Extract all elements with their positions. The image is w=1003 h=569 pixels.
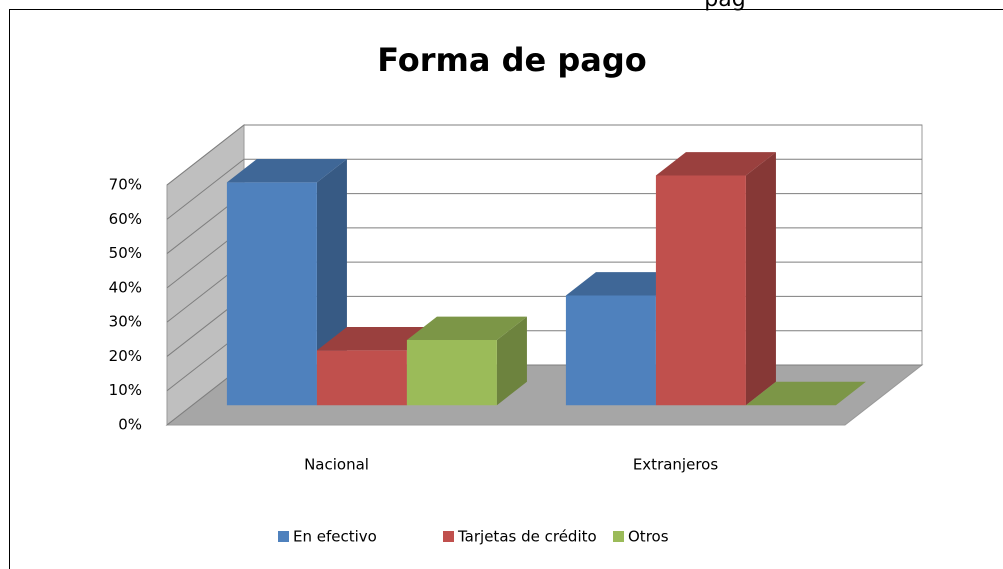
bar-side [745, 152, 776, 406]
x-tick-label: Nacional [304, 456, 369, 474]
y-tick-label: 10% [109, 381, 142, 399]
bar-front [565, 295, 656, 406]
legend-label: Otros [628, 528, 669, 546]
y-tick-label: 40% [109, 278, 142, 296]
bar-side [496, 316, 527, 406]
legend-label: En efectivo [293, 528, 377, 546]
bar-top [745, 381, 866, 406]
y-tick-label: 30% [109, 313, 142, 331]
bar-top [655, 152, 776, 176]
page-fragment: pag [704, 0, 745, 12]
bar-top [406, 316, 527, 341]
bar-front [316, 350, 407, 406]
bar [655, 152, 776, 406]
bar-front [226, 182, 317, 406]
y-tick-label: 20% [109, 347, 142, 365]
bar [406, 316, 527, 406]
grid-line [166, 124, 922, 186]
y-tick-label: 0% [118, 416, 142, 434]
bar-front [406, 340, 497, 406]
bar-top [226, 158, 347, 183]
y-tick-label: 70% [109, 176, 142, 194]
chart-title: Forma de pago [377, 41, 647, 79]
bar [745, 381, 866, 406]
legend-swatch [443, 531, 454, 542]
legend-swatch [278, 531, 289, 542]
legend-swatch [613, 531, 624, 542]
bar-front [655, 175, 746, 406]
y-tick-label: 60% [109, 210, 142, 228]
legend-label: Tarjetas de crédito [457, 528, 597, 546]
x-tick-label: Extranjeros [633, 456, 719, 474]
y-tick-label: 50% [109, 244, 142, 262]
